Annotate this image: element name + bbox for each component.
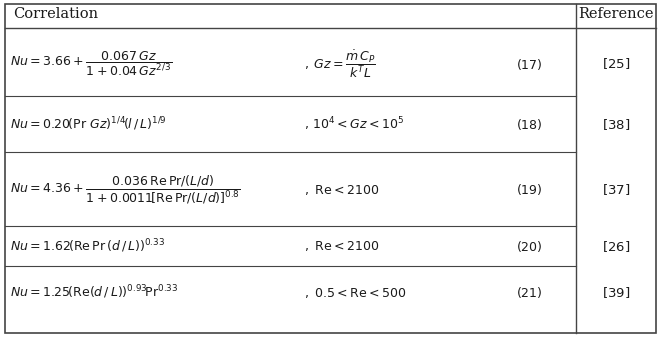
Text: $Nu = 1.25\!\left(\mathrm{Re}\left(d\,/\,L\right)\right)^{0.93}\!\Pr^{0.33}$: $Nu = 1.25\!\left(\mathrm{Re}\left(d\,/\…	[10, 284, 178, 301]
Text: $[25]$: $[25]$	[602, 57, 630, 71]
Text: $(17)$: $(17)$	[516, 57, 542, 71]
Text: $(21)$: $(21)$	[516, 285, 542, 300]
Text: $,\ \mathrm{Re} < 2100$: $,\ \mathrm{Re} < 2100$	[304, 183, 379, 197]
Text: Reference: Reference	[578, 7, 654, 21]
Text: $[39]$: $[39]$	[602, 285, 630, 300]
Text: $[38]$: $[38]$	[602, 117, 630, 132]
Text: $Nu = 3.66 + \dfrac{0.067\,Gz}{1+0.04\,Gz^{2/3}}$: $Nu = 3.66 + \dfrac{0.067\,Gz}{1+0.04\,G…	[10, 50, 172, 78]
Text: Correlation: Correlation	[13, 7, 98, 21]
Text: $,\,10^4 < Gz < 10^5$: $,\,10^4 < Gz < 10^5$	[304, 116, 405, 133]
Text: $[26]$: $[26]$	[602, 239, 630, 254]
Text: $,\ 0.5 < \mathrm{Re} < 500$: $,\ 0.5 < \mathrm{Re} < 500$	[304, 285, 407, 300]
Text: $(18)$: $(18)$	[516, 117, 542, 132]
Text: $Nu = 1.62\!\left(\mathrm{Re}\,\Pr\left(d\,/\,L\right)\right)^{0.33}$: $Nu = 1.62\!\left(\mathrm{Re}\,\Pr\left(…	[10, 238, 165, 255]
Text: $,\; Gz = \dfrac{\dot{m}\,C_P}{k^T L}$: $,\; Gz = \dfrac{\dot{m}\,C_P}{k^T L}$	[304, 48, 376, 80]
Text: $Nu = 0.20\!\left(\Pr\,Gz\right)^{1/4}\!\left(l\,/\,L\right)^{1/9}$: $Nu = 0.20\!\left(\Pr\,Gz\right)^{1/4}\!…	[10, 116, 166, 133]
Text: $(20)$: $(20)$	[516, 239, 542, 254]
Text: $[37]$: $[37]$	[602, 182, 630, 197]
Text: $,\ \mathrm{Re} < 2100$: $,\ \mathrm{Re} < 2100$	[304, 239, 379, 253]
Text: $Nu = 4.36 + \dfrac{0.036\,\mathrm{Re}\,\Pr/(L/d)}{1+0.0011\!\left[\mathrm{Re}\,: $Nu = 4.36 + \dfrac{0.036\,\mathrm{Re}\,…	[10, 174, 241, 206]
Text: $(19)$: $(19)$	[516, 182, 542, 197]
